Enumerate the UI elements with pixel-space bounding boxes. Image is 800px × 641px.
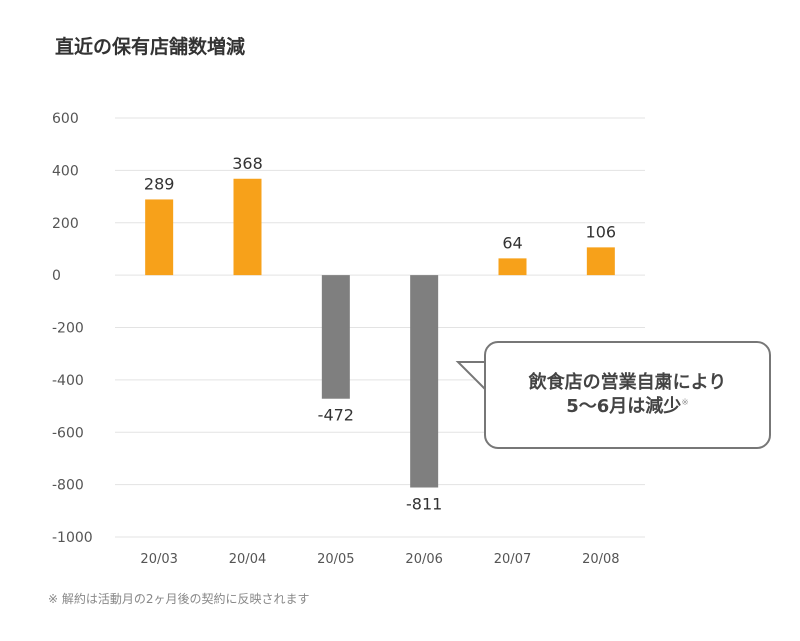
y-tick-label: 0 — [52, 268, 61, 284]
x-tick-label: 20/08 — [582, 552, 619, 567]
y-tick-label: 400 — [52, 163, 79, 179]
data-label: -811 — [406, 495, 442, 514]
data-label: 289 — [144, 174, 175, 193]
callout-mark: ※ — [681, 398, 689, 408]
bar — [410, 275, 439, 488]
data-label: 106 — [586, 222, 617, 241]
x-tick-label: 20/04 — [229, 552, 266, 567]
bar — [321, 275, 350, 399]
y-tick-label: -800 — [52, 478, 84, 494]
bar — [233, 178, 262, 276]
chart-title: 直近の保有店舗数増減 — [55, 36, 246, 58]
footnote: ※ 解約は活動月の2ヶ月後の契約に反映されます — [48, 592, 310, 606]
bar — [586, 247, 615, 276]
data-label: 64 — [502, 233, 522, 252]
callout-line1: 飲食店の営業自粛により — [528, 371, 727, 393]
data-label: 368 — [232, 154, 263, 173]
y-tick-label: -200 — [52, 321, 84, 337]
y-tick-label: -600 — [52, 425, 84, 441]
callout-bubble: 飲食店の営業自粛により 5〜6月は減少※ — [484, 341, 771, 449]
y-tick-label: -400 — [52, 373, 84, 389]
x-tick-label: 20/05 — [317, 552, 354, 567]
x-tick-label: 20/03 — [140, 552, 177, 567]
bar — [145, 199, 174, 276]
bar — [498, 258, 527, 276]
data-label: -472 — [318, 406, 354, 425]
callout-line2: 5〜6月は減少 — [566, 396, 682, 417]
x-tick-label: 20/07 — [494, 552, 531, 567]
x-tick-label: 20/06 — [405, 552, 442, 567]
y-tick-label: 200 — [52, 216, 79, 232]
y-tick-label: -1000 — [52, 530, 93, 546]
y-tick-label: 600 — [52, 111, 79, 127]
